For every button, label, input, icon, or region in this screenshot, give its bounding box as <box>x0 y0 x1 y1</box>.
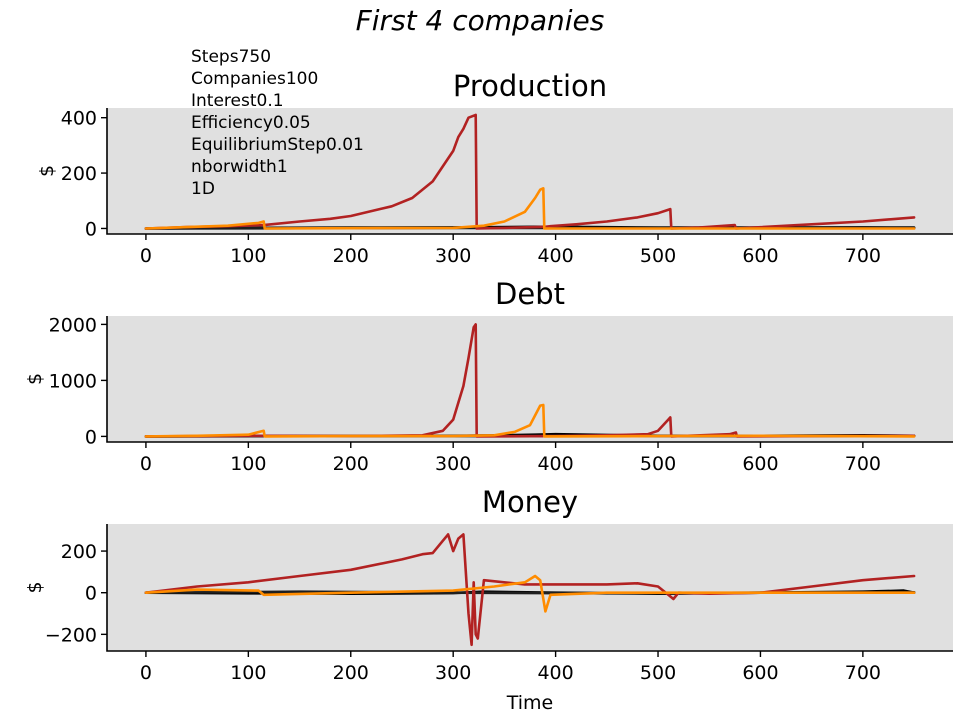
series-line-money-4 <box>144 574 916 613</box>
panel-money: 0 100 200 300 400 500 600 700 −200 0 200 Money $ Time <box>24 485 953 714</box>
parameter-line: Interest0.1 <box>191 91 284 111</box>
parameter-line: Steps750 <box>191 47 271 67</box>
x-axis-label: Time <box>506 692 554 714</box>
x-tick-label: 0 <box>140 453 152 475</box>
x-tick-label: 0 <box>140 245 152 267</box>
parameter-line: Companies100 <box>191 69 318 89</box>
x-tick-label: 200 <box>333 245 369 267</box>
axes-spines <box>106 524 953 652</box>
x-tick-label: 400 <box>537 662 573 684</box>
y-tick-label: 1000 <box>49 370 97 392</box>
y-tick-label: 0 <box>85 218 97 240</box>
y-tick-label: 0 <box>85 426 97 448</box>
y-tick-label: 400 <box>61 108 97 130</box>
series-line-debt-4 <box>144 403 916 438</box>
x-tick-label: 200 <box>333 662 369 684</box>
x-tick-label: 300 <box>435 662 471 684</box>
panel-title-production: Production <box>453 69 607 103</box>
x-tick-label: 600 <box>742 662 778 684</box>
x-tick-label: 700 <box>845 245 881 267</box>
panel-title-money: Money <box>482 485 578 519</box>
panel-production: 0 100 200 300 400 500 600 700 0 200 400 Production $ <box>36 69 953 267</box>
plot-area-debt <box>107 316 953 442</box>
parameter-line: EquilibriumStep0.01 <box>191 135 364 155</box>
x-tick-label: 500 <box>640 662 676 684</box>
axes-spines <box>106 108 953 235</box>
x-tick-label: 700 <box>845 453 881 475</box>
x-tick-label: 0 <box>140 662 152 684</box>
x-tick-label: 300 <box>435 245 471 267</box>
x-tick-label: 600 <box>742 453 778 475</box>
plot-area-money <box>107 524 953 651</box>
panel-debt: 0 100 200 300 400 500 600 700 0 1000 2000 Debt $ <box>24 277 953 475</box>
x-tick-label: 100 <box>230 453 266 475</box>
x-tick-label: 500 <box>640 453 676 475</box>
x-tick-label: 200 <box>333 453 369 475</box>
x-tick-label: 100 <box>230 245 266 267</box>
x-tick-label: 100 <box>230 662 266 684</box>
y-axis-label: $ <box>36 165 58 177</box>
x-tick-label: 400 <box>537 453 573 475</box>
y-axis-label: $ <box>24 581 46 593</box>
figure-suptitle: First 4 companies <box>356 4 605 37</box>
plot-area-production <box>107 108 953 234</box>
y-tick-label: 2000 <box>49 314 97 336</box>
parameter-line: nborwidth1 <box>191 157 288 177</box>
x-tick-label: 600 <box>742 245 778 267</box>
parameters-annotation: Steps750Companies100Interest0.1Efficienc… <box>191 47 364 199</box>
axes-spines <box>106 316 953 443</box>
y-tick-label: 200 <box>61 163 97 185</box>
x-tick-label: 700 <box>845 662 881 684</box>
parameter-line: Efficiency0.05 <box>191 113 311 133</box>
y-tick-label: 0 <box>85 583 97 605</box>
y-axis-label: $ <box>24 373 46 385</box>
panel-title-debt: Debt <box>495 277 565 311</box>
x-tick-label: 500 <box>640 245 676 267</box>
x-tick-label: 300 <box>435 453 471 475</box>
x-tick-label: 400 <box>537 245 573 267</box>
y-tick-label: −200 <box>45 624 97 646</box>
parameter-line: 1D <box>191 179 215 199</box>
series-line-production-4 <box>144 187 916 230</box>
y-tick-label: 200 <box>61 541 97 563</box>
